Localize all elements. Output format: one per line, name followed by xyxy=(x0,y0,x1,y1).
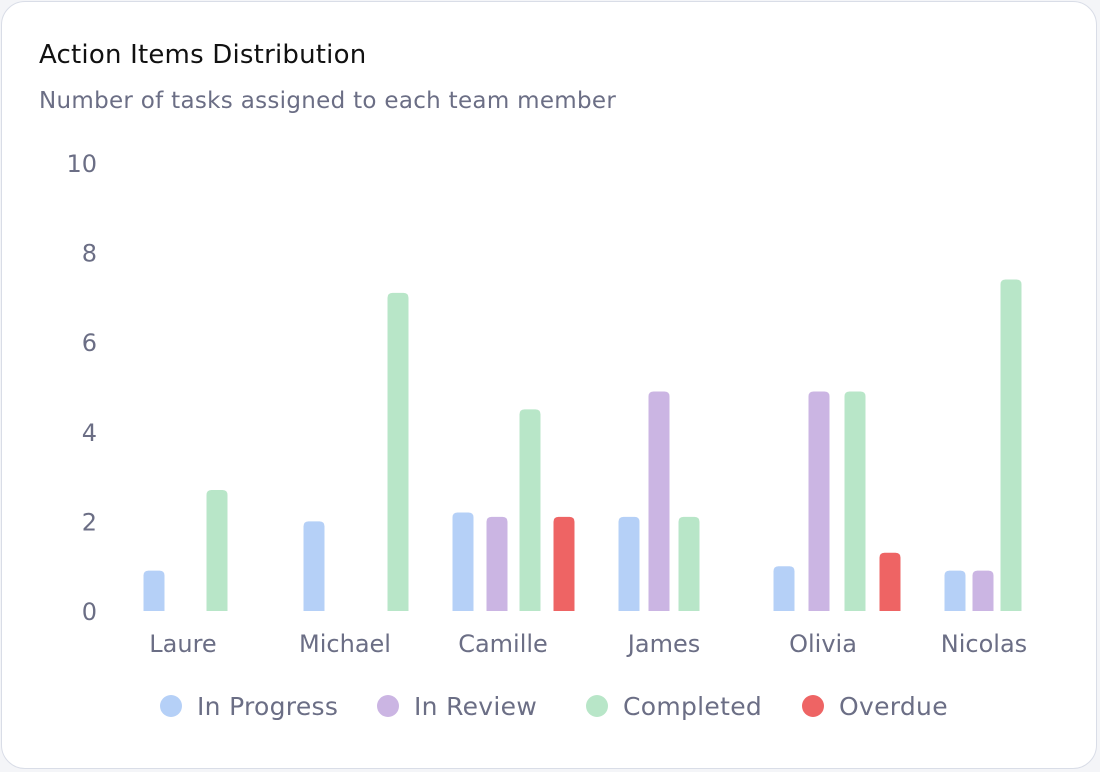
legend-dot-icon xyxy=(802,695,824,717)
bar-camille-overdue[interactable] xyxy=(553,516,575,611)
legend-label: In Review xyxy=(414,691,538,721)
y-tick-label: 8 xyxy=(82,240,97,268)
bar-james-in-review[interactable] xyxy=(648,391,670,611)
bar-nicolas-completed[interactable] xyxy=(1000,279,1022,611)
y-tick-label: 2 xyxy=(82,508,97,536)
x-tick-label: James xyxy=(626,630,700,658)
x-tick-label: Nicolas xyxy=(941,630,1027,658)
y-tick-label: 6 xyxy=(82,329,97,357)
legend-dot-icon xyxy=(586,695,608,717)
bar-camille-completed[interactable] xyxy=(519,409,541,611)
legend-label: Completed xyxy=(623,691,763,721)
legend-item-completed[interactable]: Completed xyxy=(586,688,762,724)
bar-james-in-progress[interactable] xyxy=(618,516,640,611)
bar-olivia-in-progress[interactable] xyxy=(773,566,795,611)
legend-label: In Progress xyxy=(197,691,339,721)
bar-nicolas-in-review[interactable] xyxy=(972,570,994,611)
y-tick-label: 0 xyxy=(82,598,97,626)
x-tick-label: Laure xyxy=(149,630,216,658)
bar-camille-in-progress[interactable] xyxy=(452,512,474,611)
bar-james-completed[interactable] xyxy=(678,516,700,611)
bar-michael-completed[interactable] xyxy=(387,292,409,611)
bar-nicolas-in-progress[interactable] xyxy=(944,570,966,611)
chart-legend: In Progress In Review Completed Overdue xyxy=(0,688,1100,724)
legend-dot-icon xyxy=(160,695,182,717)
bar-laure-in-progress[interactable] xyxy=(143,570,165,611)
chart-subtitle: Number of tasks assigned to each team me… xyxy=(39,88,617,114)
legend-item-in-progress[interactable]: In Progress xyxy=(160,688,338,724)
legend-label: Overdue xyxy=(839,691,948,721)
bar-laure-completed[interactable] xyxy=(206,490,228,611)
bar-olivia-completed[interactable] xyxy=(844,391,866,611)
bar-camille-in-review[interactable] xyxy=(486,516,508,611)
legend-item-overdue[interactable]: Overdue xyxy=(802,688,948,724)
bar-olivia-in-review[interactable] xyxy=(808,391,830,611)
x-tick-label: Michael xyxy=(299,630,391,658)
x-tick-label: Olivia xyxy=(789,630,857,658)
y-tick-label: 4 xyxy=(82,419,97,447)
x-tick-label: Camille xyxy=(458,630,548,658)
y-tick-label: 10 xyxy=(66,150,97,178)
bar-michael-in-progress[interactable] xyxy=(303,521,325,611)
chart-title: Action Items Distribution xyxy=(39,40,367,70)
legend-dot-icon xyxy=(377,695,399,717)
bar-olivia-overdue[interactable] xyxy=(879,552,901,611)
legend-item-in-review[interactable]: In Review xyxy=(377,688,537,724)
